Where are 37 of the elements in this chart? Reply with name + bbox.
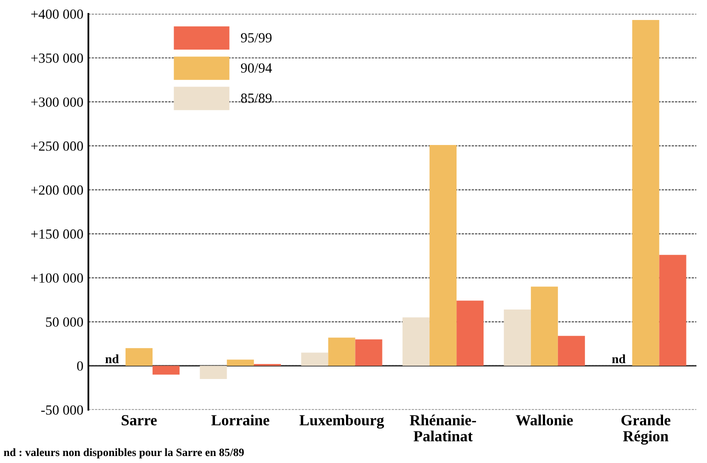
legend-label: 95/99 [240, 33, 272, 42]
x-tick-label: Wallonie [516, 414, 573, 426]
y-tick-label: -50 000 [41, 405, 83, 415]
x-tick-label: Lorraine [211, 414, 270, 426]
y-tick-label: +400 000 [31, 9, 83, 19]
bar [328, 338, 356, 366]
x-tick-label: Luxembourg [300, 414, 384, 429]
y-tick-label: 0 [77, 361, 83, 371]
bar [200, 366, 227, 379]
bar [530, 286, 558, 366]
text: nd : valeurs non disponibles pour la Sarre en 85/89 [4, 448, 244, 458]
annotation: nd [612, 354, 626, 364]
y-tick-label: +300 000 [31, 97, 83, 107]
bar [402, 317, 430, 366]
bar [558, 336, 585, 366]
x-tick-label: Sarre [122, 415, 157, 426]
bar [126, 348, 153, 366]
bar [226, 360, 254, 366]
bar [659, 254, 686, 366]
bar [456, 300, 484, 366]
x-tick-label: Grande Région [621, 414, 670, 445]
bar [430, 144, 457, 366]
y-tick-label: +350 000 [31, 53, 83, 63]
bar [632, 20, 660, 366]
bar [301, 352, 328, 366]
y-tick-label: +200 000 [31, 185, 83, 195]
annotation: nd [105, 354, 119, 364]
legend-label: 90/94 [240, 63, 272, 73]
y-tick-label: +250 000 [31, 141, 83, 151]
bar [152, 366, 180, 375]
bar [504, 309, 531, 366]
y-tick-label: +150 000 [31, 229, 83, 239]
x-tick-label: Rhénanie- Palatinat [410, 414, 476, 442]
y-tick-label: 50 000 [46, 317, 83, 327]
bar [355, 339, 382, 366]
y-tick-label: +100 000 [31, 273, 83, 283]
legend-label: 85/89 [241, 94, 272, 103]
